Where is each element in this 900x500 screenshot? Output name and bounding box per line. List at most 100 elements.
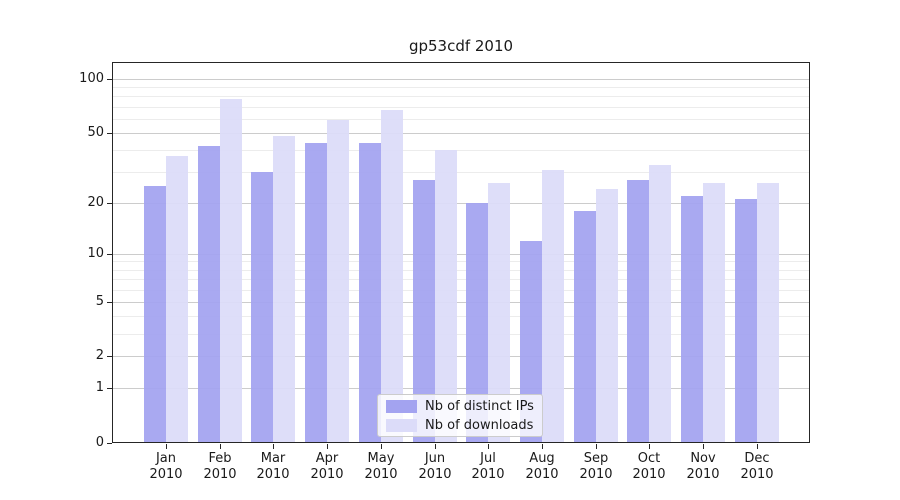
x-tick-year-sep: 2010 bbox=[579, 467, 613, 482]
legend-item-distinct-ips: Nb of distinct IPs bbox=[386, 398, 542, 414]
y-tick-mark-0 bbox=[107, 443, 112, 444]
y-tick-mark-10 bbox=[107, 254, 112, 255]
bar-dec-downloads bbox=[757, 183, 779, 443]
y-tick-label-10: 10 bbox=[87, 246, 104, 261]
y-tick-label-2: 2 bbox=[95, 348, 104, 363]
x-tick-month-aug: Aug bbox=[529, 451, 555, 466]
bar-aug-distinct-ips bbox=[520, 241, 542, 443]
gridline-major-10 bbox=[113, 254, 809, 255]
x-tick-label-nov: Nov 2010 bbox=[671, 451, 735, 483]
x-tick-year-apr: 2010 bbox=[310, 467, 344, 482]
x-tick-year-oct: 2010 bbox=[632, 467, 666, 482]
bar-jan-distinct-ips bbox=[144, 186, 166, 443]
x-tick-year-jun: 2010 bbox=[418, 467, 452, 482]
bar-jan-downloads bbox=[166, 156, 188, 443]
legend-swatch-distinct-ips bbox=[386, 399, 417, 413]
gridline-minor-70 bbox=[113, 107, 809, 108]
x-tick-month-jun: Jun bbox=[424, 451, 446, 466]
gridline-major-50 bbox=[113, 133, 809, 134]
y-tick-label-1: 1 bbox=[95, 380, 104, 395]
x-tick-year-jan: 2010 bbox=[149, 467, 183, 482]
x-tick-mark-sep bbox=[596, 444, 597, 449]
y-tick-mark-5 bbox=[107, 302, 112, 303]
x-tick-year-may: 2010 bbox=[364, 467, 398, 482]
x-tick-month-oct: Oct bbox=[637, 451, 661, 466]
x-tick-label-aug: Aug 2010 bbox=[510, 451, 574, 483]
gridline-minor-90 bbox=[113, 87, 809, 88]
gridline-major-1 bbox=[113, 388, 809, 389]
x-tick-year-aug: 2010 bbox=[525, 467, 559, 482]
gridline-minor-40 bbox=[113, 150, 809, 151]
bar-apr-downloads bbox=[327, 120, 349, 443]
y-tick-label-20: 20 bbox=[87, 195, 104, 210]
x-tick-month-feb: Feb bbox=[208, 451, 232, 466]
bar-apr-distinct-ips bbox=[305, 143, 327, 443]
gridline-minor-9 bbox=[113, 261, 809, 262]
gridline-minor-60 bbox=[113, 119, 809, 120]
x-tick-mark-jun bbox=[435, 444, 436, 449]
bar-jul-downloads bbox=[488, 183, 510, 443]
gridline-major-100 bbox=[113, 79, 809, 80]
gridline-minor-6 bbox=[113, 290, 809, 291]
x-tick-mark-feb bbox=[220, 444, 221, 449]
y-tick-label-0: 0 bbox=[95, 435, 104, 450]
x-tick-month-mar: Mar bbox=[260, 451, 286, 466]
chart-title: gp53cdf 2010 bbox=[408, 37, 514, 55]
gridline-minor-4 bbox=[113, 316, 809, 317]
bar-may-downloads bbox=[381, 110, 403, 443]
x-tick-year-jul: 2010 bbox=[471, 467, 505, 482]
legend-label-distinct-ips: Nb of distinct IPs bbox=[425, 398, 534, 414]
x-tick-label-feb: Feb 2010 bbox=[188, 451, 252, 483]
x-tick-mark-may bbox=[381, 444, 382, 449]
bar-aug-downloads bbox=[542, 170, 564, 443]
gridline-minor-80 bbox=[113, 96, 809, 97]
x-tick-mark-jan bbox=[166, 444, 167, 449]
x-tick-mark-jul bbox=[488, 444, 489, 449]
x-tick-label-jun: Jun 2010 bbox=[403, 451, 467, 483]
bar-oct-distinct-ips bbox=[627, 180, 649, 443]
y-tick-mark-1 bbox=[107, 388, 112, 389]
x-tick-label-may: May 2010 bbox=[349, 451, 413, 483]
y-tick-label-50: 50 bbox=[87, 125, 104, 140]
y-tick-label-100: 100 bbox=[79, 71, 104, 86]
x-tick-mark-dec bbox=[757, 444, 758, 449]
x-tick-label-jan: Jan 2010 bbox=[134, 451, 198, 483]
x-tick-label-oct: Oct 2010 bbox=[617, 451, 681, 483]
gridline-major-2 bbox=[113, 356, 809, 357]
bar-mar-distinct-ips bbox=[251, 172, 273, 443]
legend: Nb of distinct IPs Nb of downloads bbox=[377, 394, 543, 437]
x-tick-year-mar: 2010 bbox=[256, 467, 290, 482]
legend-label-downloads: Nb of downloads bbox=[425, 417, 534, 433]
legend-item-downloads: Nb of downloads bbox=[386, 417, 542, 433]
gridline-minor-7 bbox=[113, 279, 809, 280]
legend-swatch-downloads bbox=[386, 418, 417, 432]
x-tick-month-apr: Apr bbox=[315, 451, 339, 466]
gridline-minor-3 bbox=[113, 334, 809, 335]
y-tick-label-5: 5 bbox=[95, 294, 104, 309]
x-tick-label-sep: Sep 2010 bbox=[564, 451, 628, 483]
x-tick-year-feb: 2010 bbox=[203, 467, 237, 482]
x-tick-year-dec: 2010 bbox=[740, 467, 774, 482]
gridline-major-5 bbox=[113, 302, 809, 303]
bar-jul-distinct-ips bbox=[466, 203, 488, 443]
x-tick-month-sep: Sep bbox=[583, 451, 609, 466]
y-tick-mark-20 bbox=[107, 203, 112, 204]
y-tick-mark-50 bbox=[107, 133, 112, 134]
bar-nov-distinct-ips bbox=[681, 196, 703, 443]
x-tick-month-nov: Nov bbox=[690, 451, 716, 466]
x-tick-mark-nov bbox=[703, 444, 704, 449]
bar-jun-downloads bbox=[435, 150, 457, 443]
bar-dec-distinct-ips bbox=[735, 199, 757, 443]
gridline-minor-30 bbox=[113, 172, 809, 173]
bar-jun-distinct-ips bbox=[413, 180, 435, 443]
x-tick-mark-apr bbox=[327, 444, 328, 449]
x-tick-month-dec: Dec bbox=[744, 451, 770, 466]
bar-nov-downloads bbox=[703, 183, 725, 443]
bar-sep-distinct-ips bbox=[574, 211, 596, 443]
bar-sep-downloads bbox=[596, 189, 618, 443]
x-tick-year-nov: 2010 bbox=[686, 467, 720, 482]
x-tick-month-may: May bbox=[367, 451, 395, 466]
x-tick-label-dec: Dec 2010 bbox=[725, 451, 789, 483]
bar-mar-downloads bbox=[273, 136, 295, 443]
